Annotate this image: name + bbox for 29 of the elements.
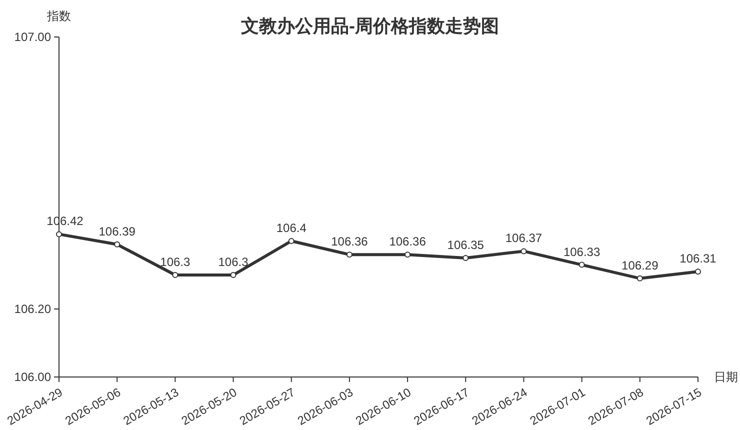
point [114, 241, 120, 248]
point [230, 272, 236, 278]
point [636, 275, 643, 282]
data-label: 106.3 [218, 255, 249, 269]
point [172, 272, 178, 278]
data-label: 106.36 [331, 234, 368, 249]
data-label: 106.29 [622, 258, 659, 272]
y-tick-label: 107.00 [14, 30, 52, 44]
point [56, 231, 62, 238]
chart-title: 文教办公用品-周价格指数走势图 [240, 16, 499, 36]
point [288, 238, 294, 244]
data-label: 106.36 [389, 234, 426, 249]
point [462, 255, 469, 261]
point [695, 268, 701, 275]
data-label: 106.31 [680, 252, 717, 266]
point [520, 248, 527, 254]
point [346, 252, 352, 258]
x-axis-title: 日期 [714, 370, 738, 384]
y-axis-title: 指数 [46, 9, 71, 23]
point [578, 262, 585, 268]
data-label: 106.39 [98, 224, 136, 238]
data-label: 106.3 [160, 255, 191, 269]
y-tick-label: 106.20 [14, 302, 52, 316]
data-label: 106.33 [563, 244, 600, 259]
data-label: 106.4 [276, 221, 307, 235]
data-label: 106.35 [447, 238, 484, 252]
y-tick-label: 106.00 [14, 370, 52, 384]
point [404, 252, 411, 258]
data-label: 106.37 [505, 231, 542, 246]
